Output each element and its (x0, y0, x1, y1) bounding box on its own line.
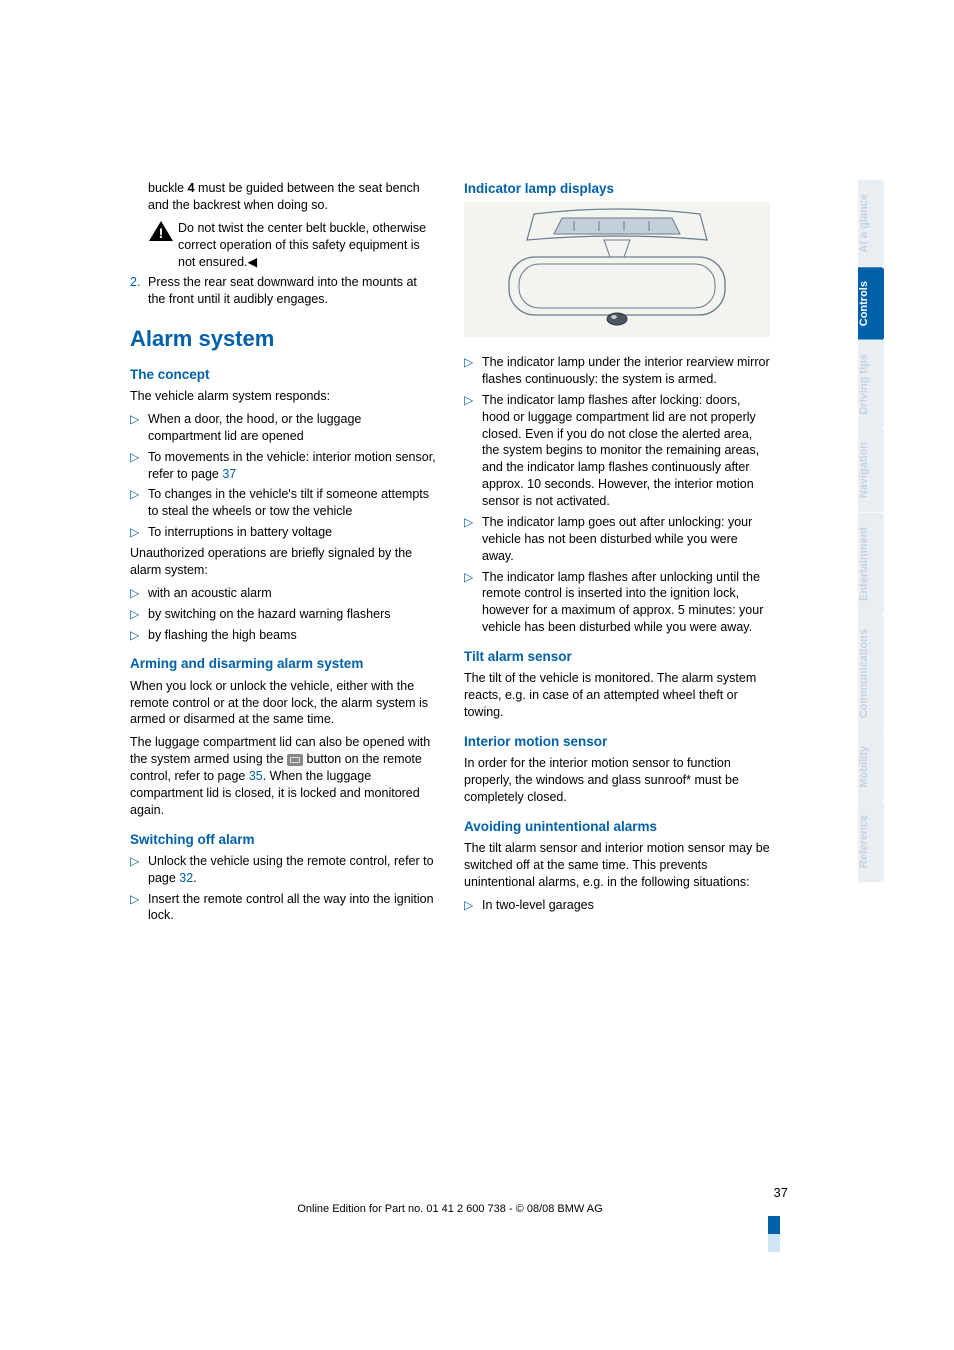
list-item: ▷To movements in the vehicle: interior m… (130, 449, 436, 483)
triangle-icon: ▷ (464, 569, 482, 637)
step-number: 2. (130, 274, 148, 308)
list-item: ▷by switching on the hazard warning flas… (130, 606, 436, 623)
tab-driving-tips[interactable]: Driving tips (858, 340, 884, 429)
item-prefix: To movements in the vehicle: interior mo… (148, 450, 436, 481)
motion-text: In order for the interior motion sensor … (464, 755, 770, 806)
arming-heading: Arming and disarming alarm system (130, 655, 436, 673)
right-column: Indicator lamp displays ▷The indicator l… (464, 180, 770, 928)
item-text: To changes in the vehicle's tilt if some… (148, 486, 436, 520)
motion-heading: Interior motion sensor (464, 733, 770, 751)
footer-bar-dark (768, 1216, 780, 1234)
item-text: In two-level garages (482, 897, 770, 914)
triangle-icon: ▷ (130, 449, 148, 483)
list-item: ▷The indicator lamp flashes after lockin… (464, 392, 770, 510)
list-item: ▷In two-level garages (464, 897, 770, 914)
page-number: 37 (774, 1185, 788, 1200)
tab-navigation[interactable]: Navigation (858, 428, 884, 512)
list-item: ▷The indicator lamp under the interior r… (464, 354, 770, 388)
tilt-heading: Tilt alarm sensor (464, 648, 770, 666)
trunk-button-icon (287, 754, 303, 766)
tilt-text: The tilt of the vehicle is monitored. Th… (464, 670, 770, 721)
page-link[interactable]: 32 (179, 871, 193, 885)
switching-off-heading: Switching off alarm (130, 831, 436, 849)
list-item: ▷The indicator lamp goes out after unloc… (464, 514, 770, 565)
footer-bar-light (768, 1234, 780, 1252)
triangle-icon: ▷ (130, 524, 148, 541)
list-item: ▷The indicator lamp flashes after unlock… (464, 569, 770, 637)
warning-box: ! Do not twist the center belt buckle, o… (148, 220, 436, 271)
item-text: with an acoustic alarm (148, 585, 436, 602)
triangle-icon: ▷ (130, 891, 148, 925)
item-text: To interruptions in battery voltage (148, 524, 436, 541)
list-item: ▷by flashing the high beams (130, 627, 436, 644)
concept-heading: The concept (130, 366, 436, 384)
warning-text: Do not twist the center belt buckle, oth… (178, 220, 436, 271)
indicator-heading: Indicator lamp displays (464, 180, 770, 198)
triangle-icon: ▷ (464, 354, 482, 388)
side-tabs: At a glance Controls Driving tips Naviga… (858, 180, 884, 883)
content-columns: buckle 4 must be guided between the seat… (130, 180, 770, 928)
arming-p2: The luggage compartment lid can also be … (130, 734, 436, 818)
text: . (193, 871, 196, 885)
list-item: ▷with an acoustic alarm (130, 585, 436, 602)
avoid-heading: Avoiding unintentional alarms (464, 818, 770, 836)
left-column: buckle 4 must be guided between the seat… (130, 180, 436, 928)
concept-intro: The vehicle alarm system responds: (130, 388, 436, 405)
triangle-icon: ▷ (130, 585, 148, 602)
item-text: The indicator lamp flashes after unlocki… (482, 569, 770, 637)
page-link[interactable]: 35 (249, 769, 263, 783)
item-text: To movements in the vehicle: interior mo… (148, 449, 436, 483)
tab-reference[interactable]: Reference (858, 801, 884, 882)
unauth-intro: Unauthorized operations are briefly sign… (130, 545, 436, 579)
alarm-system-heading: Alarm system (130, 324, 436, 354)
tab-communications[interactable]: Communications (858, 615, 884, 732)
item-text: by flashing the high beams (148, 627, 436, 644)
item-text: Insert the remote control all the way in… (148, 891, 436, 925)
triangle-icon: ▷ (464, 897, 482, 914)
arming-p1: When you lock or unlock the vehicle, eit… (130, 678, 436, 729)
triangle-icon: ▷ (130, 853, 148, 887)
triangle-icon: ▷ (130, 606, 148, 623)
avoid-text: The tilt alarm sensor and interior motio… (464, 840, 770, 891)
page-link[interactable]: 37 (222, 467, 236, 481)
list-item: ▷Unlock the vehicle using the remote con… (130, 853, 436, 887)
item-text: The indicator lamp goes out after unlock… (482, 514, 770, 565)
tab-entertainment[interactable]: Entertainment (858, 513, 884, 615)
triangle-icon: ▷ (464, 392, 482, 510)
item-text: by switching on the hazard warning flash… (148, 606, 436, 623)
step-text: Press the rear seat downward into the mo… (148, 274, 436, 308)
triangle-icon: ▷ (464, 514, 482, 565)
item-text: The indicator lamp flashes after locking… (482, 392, 770, 510)
triangle-icon: ▷ (130, 627, 148, 644)
warning-icon: ! (148, 220, 174, 242)
list-item: ▷To changes in the vehicle's tilt if som… (130, 486, 436, 520)
item-text: When a door, the hood, or the luggage co… (148, 411, 436, 445)
page: buckle 4 must be guided between the seat… (0, 0, 954, 1350)
item-text: Unlock the vehicle using the remote cont… (148, 853, 436, 887)
list-item: ▷Insert the remote control all the way i… (130, 891, 436, 925)
triangle-icon: ▷ (130, 411, 148, 445)
list-item: ▷When a door, the hood, or the luggage c… (130, 411, 436, 445)
item-text: The indicator lamp under the interior re… (482, 354, 770, 388)
intro-text: buckle 4 must be guided between the seat… (148, 180, 436, 214)
tab-controls[interactable]: Controls (858, 267, 884, 340)
list-item: ▷To interruptions in battery voltage (130, 524, 436, 541)
step-2: 2. Press the rear seat downward into the… (130, 274, 436, 308)
tab-mobility[interactable]: Mobility (858, 732, 884, 802)
svg-text:!: ! (159, 225, 164, 241)
mirror-diagram (464, 202, 770, 337)
tab-at-a-glance[interactable]: At a glance (858, 180, 884, 267)
footer-line: Online Edition for Part no. 01 41 2 600 … (130, 1203, 770, 1215)
triangle-icon: ▷ (130, 486, 148, 520)
